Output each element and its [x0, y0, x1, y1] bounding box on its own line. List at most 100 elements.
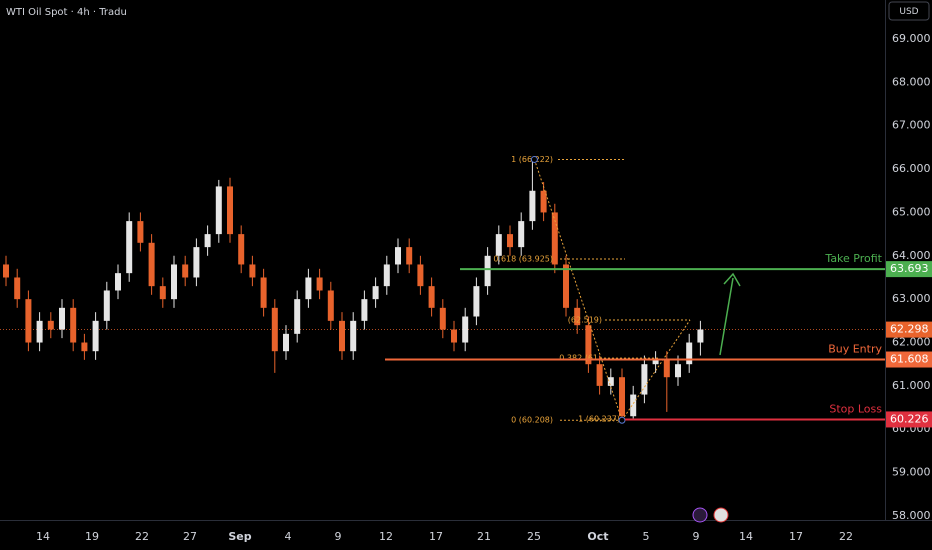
y-tick-label: 62.000: [892, 336, 931, 349]
candle-body: [238, 234, 245, 265]
candle-body: [305, 277, 312, 300]
candle-body: [36, 320, 43, 343]
y-tick-label: 65.000: [892, 205, 931, 218]
candle-body: [70, 307, 77, 343]
candle-body: [686, 342, 693, 365]
fib-label: 0.382 (61: [559, 354, 598, 363]
x-tick-label: 9: [335, 530, 342, 543]
fib-label: 0 (60.208): [511, 416, 553, 425]
candle-body: [316, 277, 323, 291]
event-icon[interactable]: [692, 507, 708, 523]
x-tick-label: 19: [85, 530, 99, 543]
candle-body: [563, 264, 569, 308]
level-label: Buy Entry: [828, 343, 882, 356]
level-label: Take Profit: [824, 252, 882, 265]
price-tag: [886, 261, 932, 278]
chart-title: WTI Oil Spot · 4h · Tradu: [6, 7, 127, 18]
price-tag: [886, 351, 932, 368]
y-tick-label: 61.000: [892, 379, 931, 392]
price-tag-label: 62.298: [890, 323, 929, 336]
candle-body: [14, 277, 21, 300]
candle-body: [395, 247, 401, 265]
candle-body: [103, 290, 110, 321]
x-tick-label: 22: [135, 530, 149, 543]
fib-label: (62.519): [568, 316, 602, 325]
candle-body: [126, 221, 133, 274]
candle-body: [641, 364, 648, 395]
candle-body: [171, 264, 177, 300]
candle-body: [260, 277, 267, 308]
level-label: Stop Loss: [829, 402, 882, 415]
candle-body: [652, 359, 659, 365]
price-tag-label: 61.608: [890, 353, 929, 366]
candle-body: [81, 342, 88, 352]
candle-body: [47, 320, 54, 330]
price-tag: [886, 411, 932, 428]
candle-body: [439, 307, 446, 330]
candle-body: [619, 377, 625, 417]
price-tag-label: 63.693: [890, 262, 929, 275]
candle-body: [484, 255, 491, 287]
candle-body: [372, 286, 379, 300]
candle-body: [462, 316, 469, 343]
price-tag-label: 60.226: [890, 412, 929, 425]
candle-body: [182, 264, 189, 278]
fib-diagonal: [533, 159, 623, 421]
candle-body: [350, 320, 357, 352]
candle-body: [227, 186, 233, 235]
candle-body: [675, 364, 681, 378]
candle-body: [406, 247, 413, 265]
x-tick-label: 22: [839, 530, 853, 543]
x-tick-label: 4: [285, 530, 292, 543]
candle-body: [383, 264, 390, 287]
x-tick-label: Oct: [587, 530, 608, 543]
candle-body: [574, 307, 581, 326]
currency[interactable]: USD: [899, 7, 918, 17]
y-tick-label: 68.000: [892, 75, 931, 88]
x-tick-label: 25: [527, 530, 541, 543]
candle-body: [283, 333, 289, 352]
y-tick-label: 64.000: [892, 249, 931, 262]
y-tick-label: 63.000: [892, 292, 931, 305]
x-tick-label: 21: [477, 530, 491, 543]
x-tick-label: 17: [429, 530, 443, 543]
candle-body: [540, 190, 547, 213]
candle-body: [137, 221, 144, 243]
x-tick-label: 9: [693, 530, 700, 543]
x-tick-label: 14: [739, 530, 753, 543]
candle-body: [249, 264, 256, 278]
y-tick-label: 69.000: [892, 32, 931, 45]
candle-body: [25, 299, 32, 343]
fib-label: 0.618 (63.925): [493, 255, 553, 264]
candle-body: [92, 320, 99, 352]
candle-body: [630, 394, 637, 417]
price-tag: [886, 321, 932, 338]
currency-box[interactable]: [888, 1, 930, 21]
candle-body: [271, 307, 278, 352]
flag-icon[interactable]: [713, 507, 729, 523]
candle-body: [327, 290, 334, 321]
candle-body: [451, 329, 457, 343]
candle-body: [59, 307, 65, 330]
fib-diagonal: [621, 319, 691, 421]
candle-body: [518, 221, 525, 248]
candle-body: [473, 286, 480, 317]
candle-body: [585, 325, 592, 365]
candle-body: [148, 242, 155, 287]
candle-body: [294, 299, 301, 334]
candle-body: [697, 329, 704, 343]
candle-body: [215, 186, 222, 235]
candle-body: [3, 264, 9, 278]
candle-body: [551, 212, 558, 265]
x-tick-label: 17: [789, 530, 803, 543]
y-tick-label: 66.000: [892, 162, 931, 175]
x-tick-label: 5: [643, 530, 650, 543]
y-tick-label: 59.000: [892, 466, 931, 479]
candle-body: [339, 320, 345, 352]
y-tick-label: 67.000: [892, 119, 931, 132]
x-tick-label: 12: [379, 530, 393, 543]
y-tick-label: 58.000: [892, 509, 931, 522]
target-arrow: [719, 272, 741, 356]
